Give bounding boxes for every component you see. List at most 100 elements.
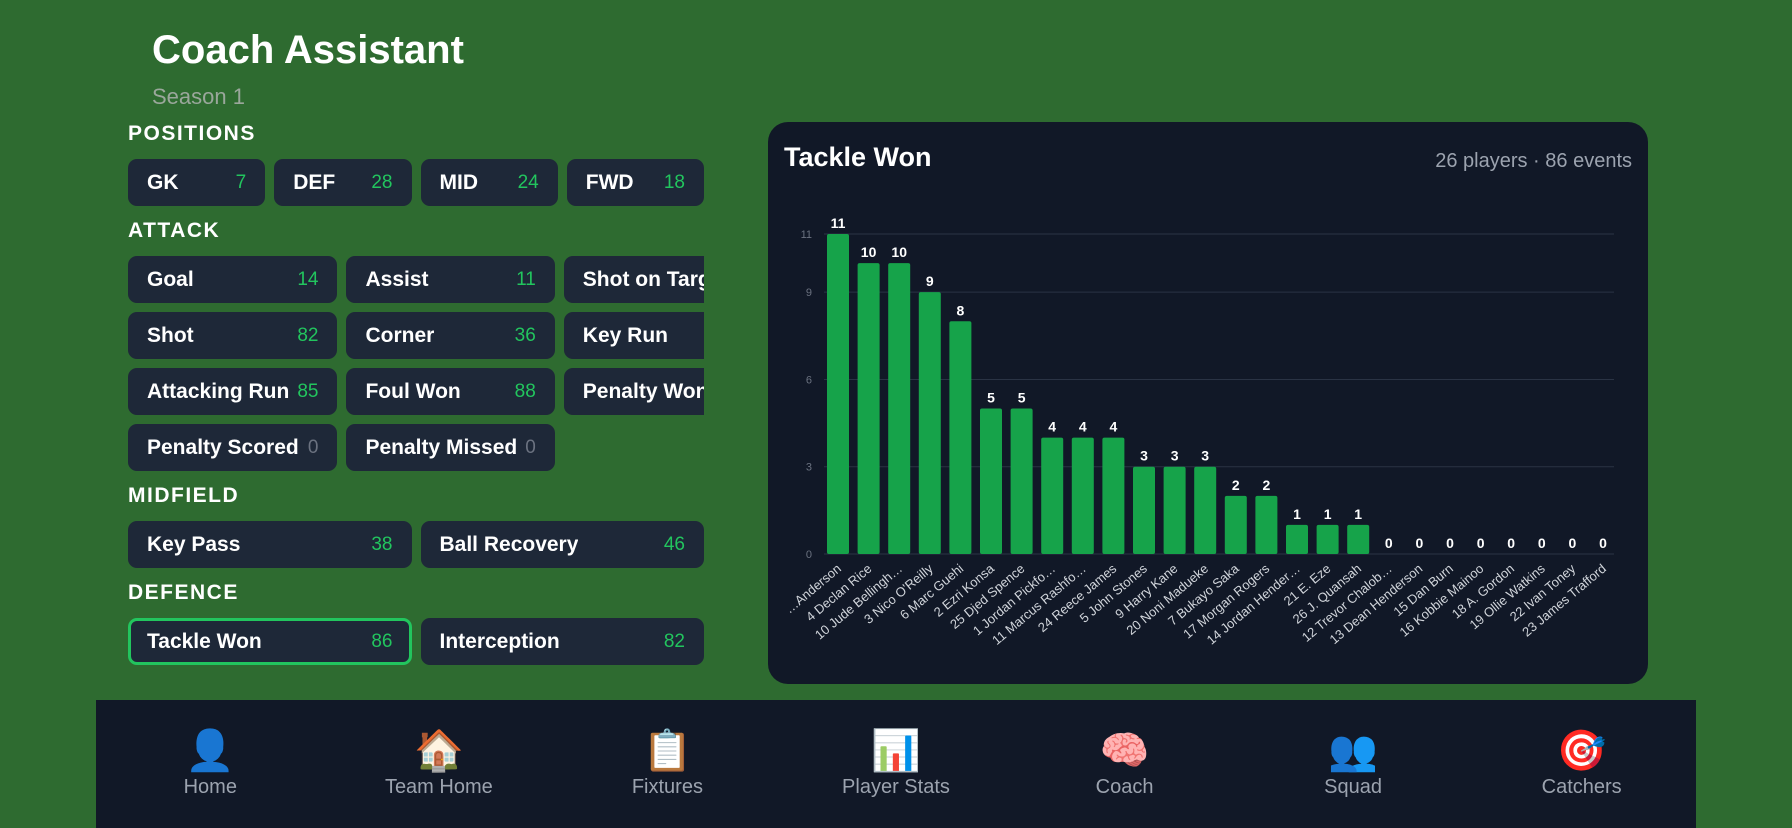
bar[interactable]	[1041, 437, 1064, 554]
stat-filter-panel: POSITIONS GK 7 DEF 28 MID 24 FWD 18 ATTACK Goal 14 A…	[128, 120, 704, 684]
stat-button-shot-on-target[interactable]: Shot on Target47	[563, 256, 704, 303]
chart-summary: 26 players · 86 events	[1435, 150, 1632, 172]
bar[interactable]	[1163, 466, 1186, 554]
stat-count: 46	[663, 533, 685, 555]
bar[interactable]	[949, 321, 972, 554]
stat-count: 7	[235, 171, 247, 193]
stat-button-goal[interactable]: Goal 14	[128, 256, 338, 303]
stat-grid-attack: Goal 14 Assist 11 Shot on Target47 Shot 82 Corn…	[128, 256, 704, 471]
bar-value-label: 0	[1538, 535, 1546, 551]
bar-value-label: 0	[1477, 535, 1485, 551]
stat-button-gk[interactable]: GK 7	[128, 159, 266, 206]
nav-item-team-home[interactable]: 🏠 Team Home	[379, 700, 499, 799]
bar-value-label: 1	[1354, 506, 1362, 522]
bar[interactable]	[888, 263, 911, 554]
nav-label: Coach	[1095, 776, 1154, 798]
bar-value-label: 5	[1018, 390, 1026, 406]
stat-button-penalty-missed[interactable]: Penalty Missed 0	[346, 424, 555, 471]
stat-label: Interception	[439, 629, 560, 653]
bar-value-label: 11	[831, 215, 846, 231]
bar-value-label: 9	[926, 273, 934, 289]
stat-button-key-pass[interactable]: Key Pass 38	[128, 521, 412, 568]
nav-item-player-stats[interactable]: 📊 Player Stats	[836, 700, 956, 799]
bar-value-label: 1	[1293, 506, 1301, 522]
house-icon: 🏠	[413, 729, 464, 773]
stat-button-key-run[interactable]: Key Run40	[563, 312, 704, 359]
bar[interactable]	[1194, 466, 1217, 554]
stat-button-foul-won[interactable]: Foul Won 88	[346, 368, 555, 415]
bar[interactable]	[1133, 466, 1155, 554]
bar-value-label: 3	[1140, 448, 1148, 464]
stat-count: 18	[663, 171, 685, 193]
stat-label: Goal	[147, 267, 194, 291]
stat-button-def[interactable]: DEF 28	[274, 159, 412, 206]
stat-count: 38	[371, 533, 393, 555]
stat-grid-defence: Tackle Won 86 Interception 82	[128, 618, 704, 665]
stat-button-mid[interactable]: MID 24	[420, 159, 558, 206]
bar[interactable]	[1010, 408, 1033, 554]
stat-label: Shot on Target	[582, 267, 704, 291]
y-tick-label: 3	[806, 462, 812, 474]
bar[interactable]	[857, 263, 880, 554]
stat-count: 11	[516, 268, 536, 290]
bar[interactable]	[1255, 495, 1278, 554]
stat-button-corner[interactable]: Corner 36	[346, 312, 555, 359]
stat-count: 86	[371, 630, 393, 652]
nav-item-fixtures[interactable]: 📋 Fixtures	[607, 700, 727, 799]
stat-button-interception[interactable]: Interception 82	[420, 618, 704, 665]
stat-count: 82	[663, 630, 685, 652]
stat-button-shot[interactable]: Shot 82	[128, 312, 338, 359]
bar[interactable]	[1224, 495, 1247, 554]
bar[interactable]	[827, 234, 849, 554]
bar-chart-icon: 📊	[871, 729, 921, 773]
bar[interactable]	[1071, 437, 1094, 554]
bar[interactable]	[1102, 437, 1125, 554]
nav-item-catchers[interactable]: 🎯 Catchers	[1522, 700, 1642, 799]
bottom-nav: 👤 Home 🏠 Team Home 📋 Fixtures 📊 Player Stats 🧠 Co…	[96, 700, 1696, 828]
bar-value-label: 0	[1569, 535, 1577, 551]
people-icon: 👥	[1328, 729, 1378, 773]
stat-button-tackle-won[interactable]: Tackle Won 86	[128, 618, 412, 665]
stat-count: 82	[297, 324, 319, 346]
y-tick-label: 6	[806, 374, 812, 386]
stat-button-fwd[interactable]: FWD 18	[566, 159, 704, 206]
section-title-attack: ATTACK	[128, 219, 221, 242]
stat-button-assist[interactable]: Assist 11	[346, 256, 555, 303]
nav-label: Player Stats	[842, 776, 950, 798]
nav-label: Home	[183, 776, 237, 798]
stat-label: MID	[439, 170, 479, 194]
stat-button-attacking-run[interactable]: Attacking Run 85	[128, 368, 338, 415]
stat-grid-midfield: Key Pass 38 Ball Recovery 46	[128, 521, 704, 568]
nav-label: Fixtures	[631, 776, 703, 798]
nav-label: Catchers	[1541, 776, 1622, 798]
stat-button-ball-recovery[interactable]: Ball Recovery 46	[420, 521, 704, 568]
chart-title: Tackle Won	[784, 142, 932, 172]
bar[interactable]	[1286, 524, 1308, 554]
bar-value-label: 2	[1232, 477, 1240, 493]
bar[interactable]	[980, 408, 1002, 554]
brain-icon: 🧠	[1099, 729, 1150, 773]
bar[interactable]	[1347, 524, 1370, 554]
bar[interactable]	[1316, 524, 1339, 554]
nav-item-coach[interactable]: 🧠 Coach	[1065, 700, 1185, 799]
bar-value-label: 3	[1171, 448, 1179, 464]
stat-button-penalty-scored[interactable]: Penalty Scored 0	[128, 424, 338, 471]
bar-value-label: 0	[1507, 535, 1515, 551]
stat-label: Assist	[365, 267, 429, 291]
bar-value-label: 3	[1201, 448, 1209, 464]
stat-label: GK	[147, 170, 179, 194]
stat-label: Penalty Won	[582, 379, 704, 403]
stat-label: Corner	[365, 323, 435, 347]
nav-item-home[interactable]: 👤 Home	[150, 700, 270, 799]
bar[interactable]	[918, 292, 941, 554]
bar-value-label: 4	[1079, 419, 1087, 435]
nav-item-squad[interactable]: 👥 Squad	[1293, 700, 1413, 799]
stat-label: Key Run	[582, 323, 668, 347]
bar-value-label: 0	[1385, 535, 1393, 551]
bar-value-label: 4	[1048, 419, 1056, 435]
nav-label: Team Home	[384, 776, 493, 798]
bar-value-label: 1	[1324, 506, 1332, 522]
stat-count: 0	[307, 436, 319, 458]
